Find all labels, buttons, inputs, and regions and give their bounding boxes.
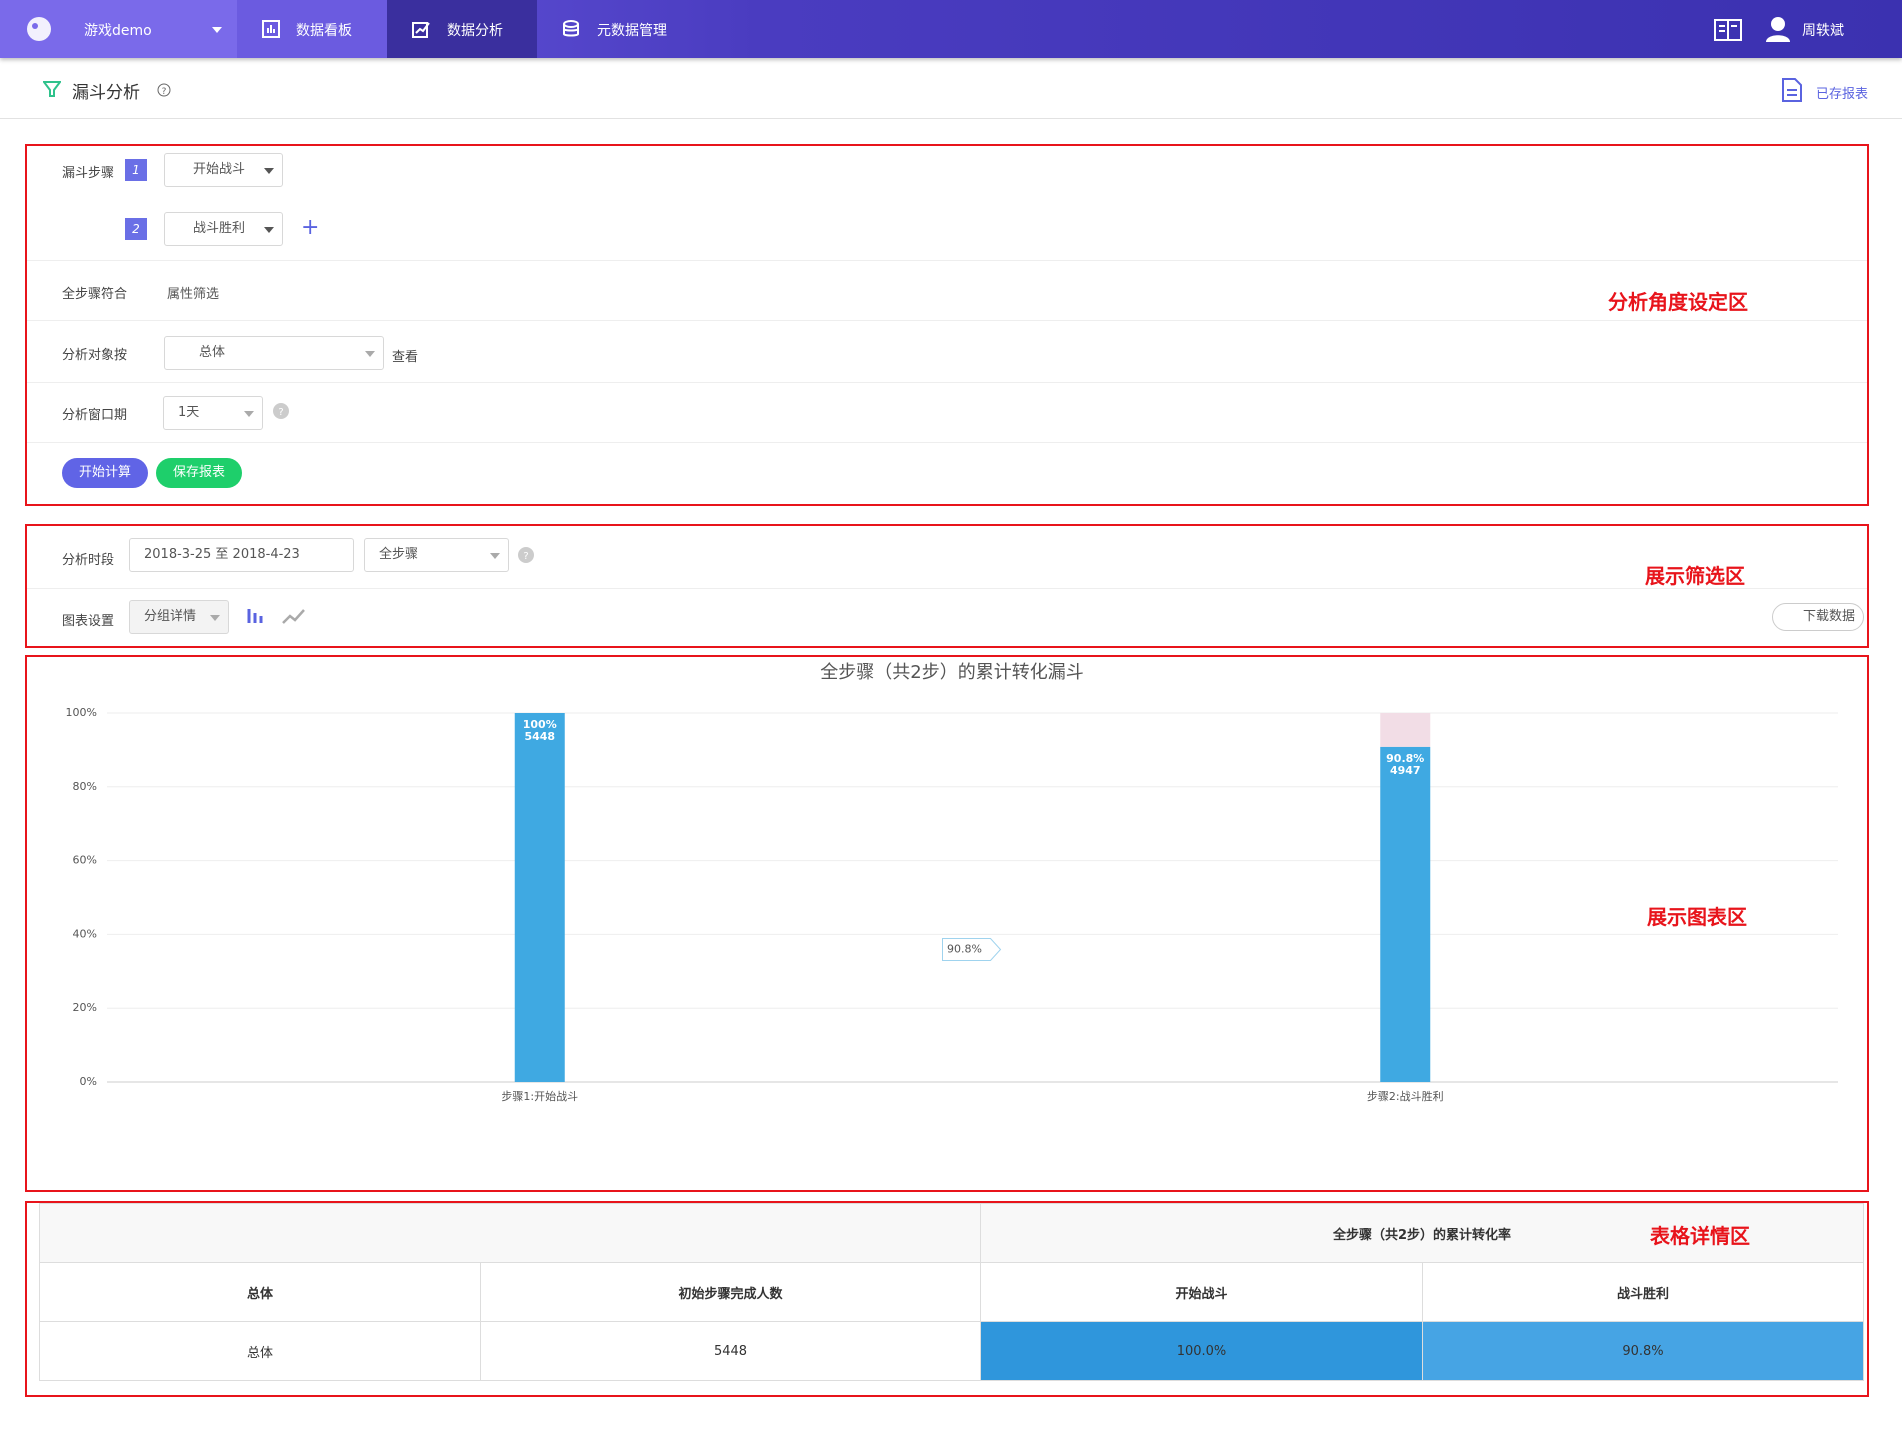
cell: 5448 <box>480 1321 981 1381</box>
settings-panel <box>25 144 1869 506</box>
chart-panel <box>25 655 1869 1192</box>
data-label: 90.8% <box>1386 752 1424 765</box>
value: 总体 <box>199 345 226 360</box>
event: 战斗胜利 <box>193 221 246 236</box>
conversion-arrow <box>942 938 1002 961</box>
detail-table: 全步骤（共2步）的累计转化率 总体 初始步骤完成人数 开始战斗 战斗胜利 总体 5448… <box>39 1203 1864 1381</box>
header-cell: 战斗胜利 <box>1422 1262 1864 1322</box>
step-badge: 1 <box>125 159 147 181</box>
event: 开始战斗 <box>193 162 246 177</box>
label: 查看 <box>392 350 419 365</box>
label: 分析窗口期 <box>62 408 128 423</box>
nav-tab[interactable]: 数据看板 <box>296 23 352 39</box>
filter-panel <box>25 524 1869 648</box>
help-icon[interactable]: ? <box>157 83 171 97</box>
steps-select[interactable]: 全步骤 <box>364 538 509 572</box>
icon <box>262 20 280 38</box>
step-select[interactable]: 开始战斗 <box>164 153 283 187</box>
step-badge: 2 <box>125 218 147 240</box>
icon <box>412 22 430 38</box>
x-tick-label: 步骤1:开始战斗 <box>501 1089 578 1103</box>
top-nav: 游戏demo 数据看板 数据分析 元数据管理 周轶斌 <box>0 0 1902 58</box>
group-select[interactable]: 分组详情 <box>129 600 229 634</box>
download-button[interactable]: 下载数据 <box>1772 603 1864 631</box>
date-range[interactable]: 2018-3-25 至 2018-4-23 <box>129 538 354 572</box>
chart: 全步骤（共2步）的累计转化漏斗 0% 20% 40% 60% 80% 100% 步骤1:开始… <box>66 662 1838 1103</box>
cell: 总体 <box>39 1321 481 1381</box>
y-tick-label: 60% <box>73 854 97 867</box>
label: 漏斗步骤 <box>62 166 115 181</box>
logo <box>27 17 51 41</box>
header-cell: 开始战斗 <box>980 1262 1423 1322</box>
brand[interactable]: 游戏demo <box>84 23 152 39</box>
nav-tab[interactable]: 元数据管理 <box>597 23 667 39</box>
y-tick-label: 40% <box>73 927 97 940</box>
label: 图表设置 <box>62 614 115 629</box>
y-tick-label: 80% <box>73 780 97 793</box>
user-icon <box>1766 17 1790 42</box>
svg-text:?: ? <box>523 551 528 562</box>
svg-text:?: ? <box>278 407 283 418</box>
add-step[interactable]: + <box>301 215 320 240</box>
page-title: 漏斗分析 <box>72 83 140 103</box>
divider <box>27 442 1867 443</box>
bar-remainder <box>1380 713 1431 747</box>
user-name[interactable]: 周轶斌 <box>1802 23 1844 39</box>
bar-chart-toggle[interactable] <box>246 607 264 625</box>
y-tick-label: 100% <box>66 706 97 719</box>
svg-text:?: ? <box>162 87 167 97</box>
header-cell: 初始步骤完成人数 <box>480 1262 981 1322</box>
step-select[interactable]: 战斗胜利 <box>164 212 283 246</box>
table-panel <box>25 1201 1869 1397</box>
label: 下载数据 <box>1803 609 1856 624</box>
report-icon <box>1782 78 1802 102</box>
header-cell <box>39 1203 981 1263</box>
x-tick-label: 步骤2:战斗胜利 <box>1367 1089 1444 1103</box>
annotation: 展示筛选区 <box>1645 564 1745 588</box>
window-select[interactable]: 1天 <box>163 396 263 430</box>
header-cell: 总体 <box>39 1262 481 1322</box>
y-tick-label: 0% <box>80 1075 97 1088</box>
divider <box>27 260 1867 261</box>
label: 全步骤符合 <box>62 287 128 302</box>
divider <box>27 320 1867 321</box>
conversion-label: 90.8% <box>947 943 982 956</box>
value: 全步骤 <box>379 547 419 562</box>
help-icon[interactable]: ? <box>273 403 289 419</box>
header-cell: 全步骤（共2步）的累计转化率 <box>980 1203 1864 1263</box>
button[interactable]: 开始计算 <box>62 458 148 488</box>
caret <box>212 27 222 33</box>
value: 1天 <box>178 405 200 420</box>
y-tick-label: 20% <box>73 1001 97 1014</box>
nav-tab[interactable]: 数据分析 <box>447 23 503 39</box>
docs-icon[interactable] <box>1714 19 1742 41</box>
bar <box>1380 746 1431 1082</box>
cell: 100.0% <box>980 1321 1423 1381</box>
icon <box>563 20 579 37</box>
chart-title: 全步骤（共2步）的累计转化漏斗 <box>820 662 1083 683</box>
annotation: 表格详情区 <box>1650 1224 1750 1248</box>
label: 分析时段 <box>62 553 115 568</box>
label: 分析对象按 <box>62 348 128 363</box>
saved-reports[interactable]: 已存报表 <box>1816 87 1869 102</box>
object-select[interactable]: 总体 <box>164 336 384 370</box>
button[interactable]: 保存报表 <box>156 458 242 488</box>
line-chart-toggle[interactable] <box>282 607 306 625</box>
divider <box>27 382 1867 383</box>
value: 分组详情 <box>144 609 197 624</box>
divider <box>27 588 1867 589</box>
data-label: 100% <box>523 718 557 731</box>
cell: 90.8% <box>1422 1321 1864 1381</box>
sub-header: 漏斗分析 ? 已存报表 <box>0 58 1902 119</box>
count-label: 5448 <box>524 730 555 743</box>
annotation: 分析角度设定区 <box>1608 290 1748 314</box>
value: 2018-3-25 至 2018-4-23 <box>144 547 300 562</box>
bar <box>514 713 565 1082</box>
count-label: 4947 <box>1390 764 1421 777</box>
help-icon[interactable]: ? <box>518 547 534 563</box>
funnel-icon <box>43 81 61 97</box>
annotation: 展示图表区 <box>1647 905 1747 929</box>
property-filter[interactable]: 属性筛选 <box>167 287 220 302</box>
